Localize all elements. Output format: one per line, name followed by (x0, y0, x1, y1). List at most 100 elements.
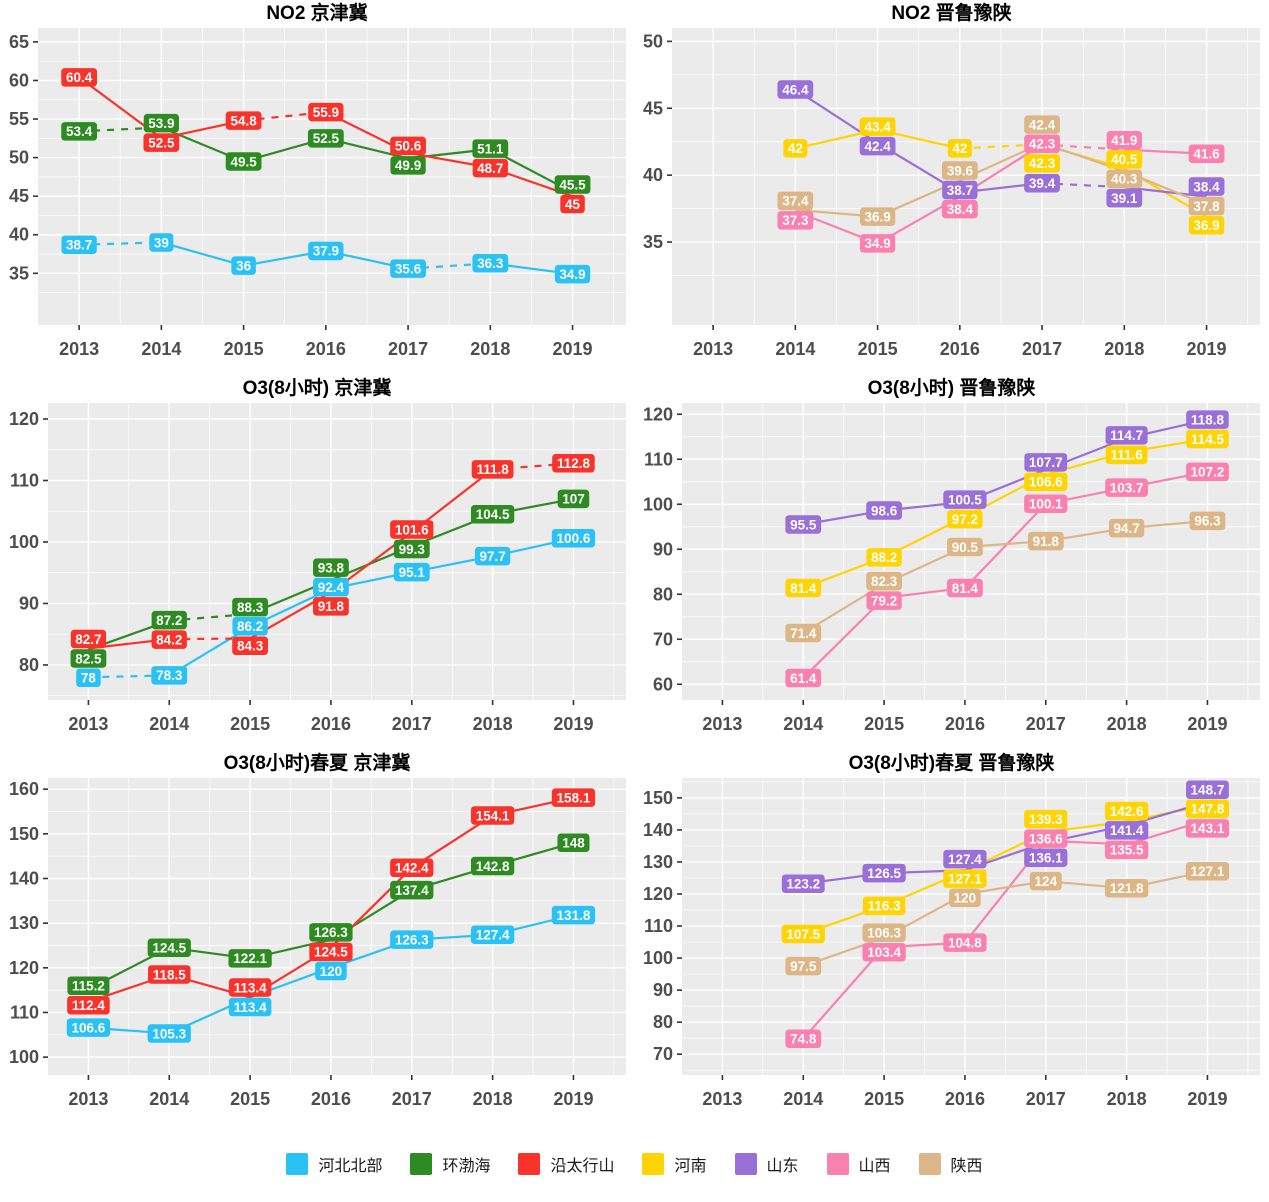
x-tick-label: 2017 (388, 339, 428, 359)
data-label-box-环渤海 (470, 505, 515, 524)
y-tick-label: 110 (10, 470, 39, 490)
data-label-box-山东 (1106, 188, 1143, 208)
data-label-环渤海: 49.5 (230, 154, 257, 169)
data-label-陕西: 96.3 (1194, 514, 1221, 529)
chart-o3-8h-springsummer-jingjinji: 100 110 120 130 140 150 160 2013 2014 2015 2016 201… (9, 778, 626, 1109)
y-tick-label: 55 (9, 109, 29, 129)
chart-title: O3(8小时) 京津冀 (242, 378, 392, 399)
legend-label-henan: 河南 (674, 1157, 707, 1175)
data-label-box-陕西 (1024, 115, 1060, 134)
y-tick-label: 60 (653, 674, 673, 694)
x-tick-label: 2016 (940, 339, 980, 359)
data-label-山东: 39.1 (1111, 191, 1138, 206)
data-label-box-山西 (1106, 130, 1142, 150)
x-tick-label: 2014 (149, 714, 189, 734)
x-tick-label: 2013 (68, 714, 108, 734)
legend-swatch-huanbohai (410, 1152, 433, 1175)
y-tick-label: 60 (9, 70, 29, 90)
y-tick-label: 50 (643, 31, 663, 51)
x-tick-label: 2019 (1187, 714, 1227, 734)
data-label-box-河南 (943, 869, 987, 888)
x-tick-label: 2015 (224, 339, 264, 359)
data-label-河北北部: 100.6 (557, 531, 591, 546)
data-label-山东: 46.4 (782, 82, 809, 97)
legend-label-shandong: 山东 (766, 1157, 799, 1175)
y-tick-label: 45 (9, 186, 29, 206)
data-label-box-河南 (1104, 801, 1149, 821)
data-label-陕西: 127.1 (1191, 864, 1225, 879)
data-label-沿太行山: 54.8 (230, 113, 257, 128)
data-label-box-河北北部 (390, 259, 426, 278)
data-label-box-沿太行山 (225, 111, 262, 130)
data-label-box-沿太行山 (470, 806, 515, 825)
data-label-box-河北北部 (470, 925, 515, 945)
data-label-box-环渤海 (313, 558, 349, 577)
data-label-河北北部: 120 (320, 964, 343, 979)
data-label-box-陕西 (777, 191, 814, 211)
legend-item-hebei-north: 河北北部 (286, 1152, 382, 1176)
chart-o3-8h-jinluyushaan: 60 70 80 90 100 110 120 2013 2014 2015 2016 2017 201… (643, 403, 1260, 734)
data-label-环渤海: 104.5 (476, 507, 510, 522)
data-label-山西: 104.8 (948, 935, 982, 950)
data-label-box-河南 (781, 924, 825, 944)
data-label-box-河北北部 (147, 1024, 191, 1043)
data-label-陕西: 94.7 (1113, 521, 1139, 536)
x-tick-label: 2018 (1104, 339, 1144, 359)
data-label-陕西: 37.8 (1193, 199, 1220, 214)
data-label-box-山东 (777, 80, 814, 99)
data-label-沿太行山: 124.5 (314, 945, 348, 960)
data-label-box-环渤海 (390, 880, 434, 900)
data-label-陕西: 121.8 (1110, 881, 1144, 896)
data-label-box-陕西 (949, 888, 981, 907)
data-label-沿太行山: 48.7 (477, 161, 503, 176)
data-label-沿太行山: 118.5 (153, 967, 187, 982)
y-tick-label: 100 (643, 494, 673, 514)
data-label-河南: 111.6 (1110, 448, 1143, 463)
x-tick-label: 2017 (1026, 1089, 1066, 1109)
x-tick-label: 2017 (392, 1089, 432, 1109)
data-label-box-山西 (1186, 462, 1229, 482)
data-label-box-河南 (783, 139, 808, 158)
data-label-河北北部: 78.3 (156, 668, 183, 683)
data-label-沿太行山: 55.9 (313, 105, 339, 120)
data-label-环渤海: 142.8 (476, 859, 510, 874)
data-label-山东: 38.4 (1193, 179, 1220, 194)
data-label-环渤海: 122.1 (233, 951, 267, 966)
chart-title: O3(8小时) 晋鲁豫陕 (867, 378, 1036, 399)
data-label-河北北部: 131.8 (557, 908, 591, 923)
data-label-box-山西 (1024, 134, 1060, 154)
data-label-山西: 42.3 (1029, 137, 1056, 152)
legend-item-shaanxi: 陕西 (918, 1152, 983, 1176)
y-tick-label: 35 (9, 263, 29, 283)
x-tick-label: 2014 (783, 714, 823, 734)
data-label-河北北部: 113.4 (234, 1000, 268, 1015)
x-tick-label: 2019 (553, 339, 593, 359)
y-tick-label: 160 (9, 779, 39, 799)
data-label-box-河北北部 (232, 617, 268, 636)
data-label-山西: 74.8 (790, 1032, 817, 1047)
data-label-山西: 34.9 (864, 236, 890, 251)
data-label-box-环渤海 (557, 489, 590, 509)
data-label-box-陕西 (941, 161, 978, 180)
x-tick-label: 2013 (59, 339, 99, 359)
data-label-box-山西 (866, 591, 902, 610)
y-tick-label: 40 (9, 225, 29, 245)
data-label-box-山东 (1104, 821, 1149, 840)
legend-swatch-shanxi (826, 1152, 849, 1175)
data-label-box-沿太行山 (551, 788, 596, 807)
data-label-山西: 107.2 (1191, 465, 1225, 480)
data-label-河北北部: 126.3 (395, 932, 429, 947)
data-label-box-山西 (785, 668, 822, 688)
legend-item-yan-taihangshan: 沿太行山 (518, 1152, 614, 1176)
data-label-山东: 39.4 (1029, 176, 1056, 191)
data-label-box-环渤海 (554, 175, 591, 194)
data-label-山东: 141.4 (1110, 823, 1144, 838)
data-label-山西: 100.1 (1029, 497, 1063, 512)
data-label-山东: 98.6 (871, 503, 898, 518)
data-label-沿太行山: 84.2 (156, 632, 182, 647)
data-label-山东: 38.7 (947, 183, 973, 198)
data-label-山东: 136.1 (1029, 851, 1063, 866)
data-label-box-陕西 (1027, 531, 1064, 551)
data-label-陕西: 37.4 (782, 194, 809, 209)
data-label-河北北部: 86.2 (237, 619, 263, 634)
